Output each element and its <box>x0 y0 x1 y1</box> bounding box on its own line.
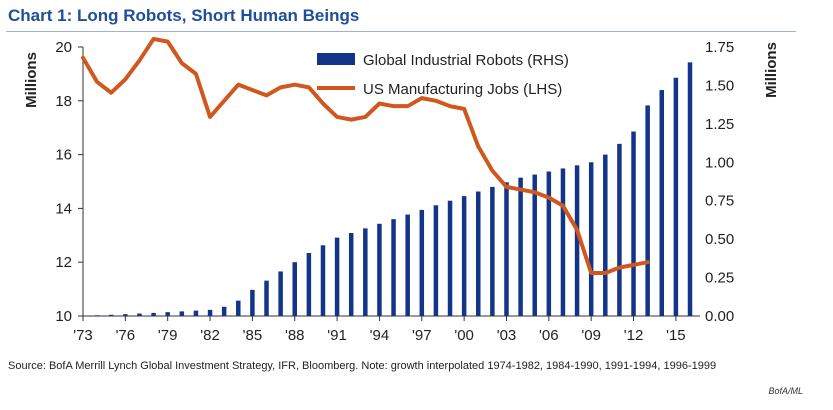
robots-bar <box>391 219 396 316</box>
x-tick-label: '73 <box>73 327 93 344</box>
x-tick-label: '97 <box>412 327 432 344</box>
robots-bar <box>151 312 156 316</box>
right-tick-label: 0.50 <box>705 231 734 248</box>
legend-label-robots: Global Industrial Robots (RHS) <box>363 52 569 69</box>
robots-bar <box>560 168 566 316</box>
left-axis-title: Millions <box>23 52 40 108</box>
x-tick-label: '76 <box>116 327 136 344</box>
robots-bar <box>419 209 425 316</box>
x-tick-label: '15 <box>666 327 686 344</box>
robots-bar <box>179 311 185 316</box>
x-tick-label: '12 <box>624 327 644 344</box>
source-note: Source: BofA Merrill Lynch Global Invest… <box>8 360 717 372</box>
robots-bar <box>123 314 128 316</box>
robots-bar <box>348 232 354 316</box>
robots-bar <box>659 90 665 316</box>
robots-bar <box>363 228 368 316</box>
credit-label: BofA/ML <box>768 386 803 396</box>
robots-bar <box>532 174 537 316</box>
robots-bar <box>221 306 227 316</box>
robots-bar <box>292 262 297 316</box>
x-tick-label: '00 <box>454 327 474 344</box>
x-tick-label: '03 <box>497 327 517 344</box>
right-tick-label: 1.00 <box>705 154 734 171</box>
left-axis: 10 12 14 16 18 20 <box>55 39 84 325</box>
robots-bar <box>574 165 580 316</box>
robots-bar <box>673 77 679 316</box>
x-tick-label: '94 <box>370 327 390 344</box>
right-axis-title: Millions <box>763 42 780 98</box>
robots-bar <box>250 289 255 316</box>
robots-bars <box>94 62 693 316</box>
robots-bar <box>264 280 269 316</box>
x-tick-label: '85 <box>243 327 263 344</box>
robots-bar <box>476 191 481 316</box>
robots-bar <box>334 237 340 316</box>
x-tick-label: '79 <box>158 327 178 344</box>
x-tick-label: '91 <box>327 327 347 344</box>
right-tick-label: 1.50 <box>705 77 734 94</box>
robots-bar <box>461 196 467 316</box>
robots-bar <box>588 162 594 316</box>
robots-bar <box>137 313 142 316</box>
x-tick-label: '88 <box>285 327 305 344</box>
robots-bar <box>518 177 523 316</box>
right-tick-label: 1.75 <box>705 39 734 56</box>
right-tick-label: 0.25 <box>705 270 734 287</box>
x-tick-label: '82 <box>200 327 220 344</box>
left-tick-label: 16 <box>55 147 72 164</box>
left-tick-label: 10 <box>55 308 72 325</box>
right-axis-ticks: 0.00 0.25 0.50 0.75 1.00 1.25 1.50 1.75 <box>705 39 734 325</box>
robots-bar <box>504 182 509 316</box>
right-axis: 0.00 0.25 0.50 0.75 1.00 1.25 1.50 1.75 <box>705 39 734 325</box>
robots-bar <box>631 131 636 316</box>
robots-bar <box>306 252 312 316</box>
robots-bar <box>603 154 608 316</box>
chart-title: Chart 1: Long Robots, Short Human Beings <box>8 6 360 25</box>
x-axis-ticks: '73 '76 '79 '82 '85 '88 '91 '94 '97 '00 '03 '06 '09 '… <box>73 316 686 344</box>
left-tick-label: 14 <box>55 200 72 217</box>
robots-bar <box>193 310 199 316</box>
robots-bar <box>447 200 453 316</box>
left-tick-label: 12 <box>55 254 72 271</box>
jobs-line <box>81 36 650 275</box>
robots-bar <box>490 186 495 316</box>
robots-bar <box>377 223 382 316</box>
robots-bar <box>546 171 552 316</box>
legend-label-jobs: US Manufacturing Jobs (LHS) <box>363 81 562 98</box>
title-divider <box>6 31 796 32</box>
right-tick-label: 0.75 <box>705 193 734 210</box>
robots-bar <box>433 205 439 316</box>
x-tick-label: '06 <box>539 327 559 344</box>
robots-bar <box>94 315 100 316</box>
robots-bar <box>617 143 622 316</box>
robots-bar <box>320 245 326 316</box>
robots-bar <box>645 105 650 316</box>
legend: Global Industrial Robots (RHS) US Manufa… <box>317 52 569 98</box>
right-tick-label: 0.00 <box>705 308 734 325</box>
x-tick-label: '09 <box>581 327 601 344</box>
left-tick-label: 20 <box>55 39 72 56</box>
robots-bar <box>278 271 283 316</box>
left-tick-label: 18 <box>55 93 72 110</box>
robots-bar <box>405 214 410 316</box>
left-axis-ticks: 10 12 14 16 18 20 <box>55 39 83 325</box>
robots-bar <box>687 62 693 316</box>
right-tick-label: 1.25 <box>705 116 734 133</box>
legend-swatch-robots <box>317 53 355 65</box>
robots-bar <box>108 314 114 316</box>
robots-bar <box>236 300 241 316</box>
robots-bar <box>165 312 170 316</box>
chart: 10 12 14 16 18 20 0.00 0.25 0.50 0.75 1.00 1.25 1.5… <box>23 36 780 344</box>
robots-bar <box>207 309 213 316</box>
